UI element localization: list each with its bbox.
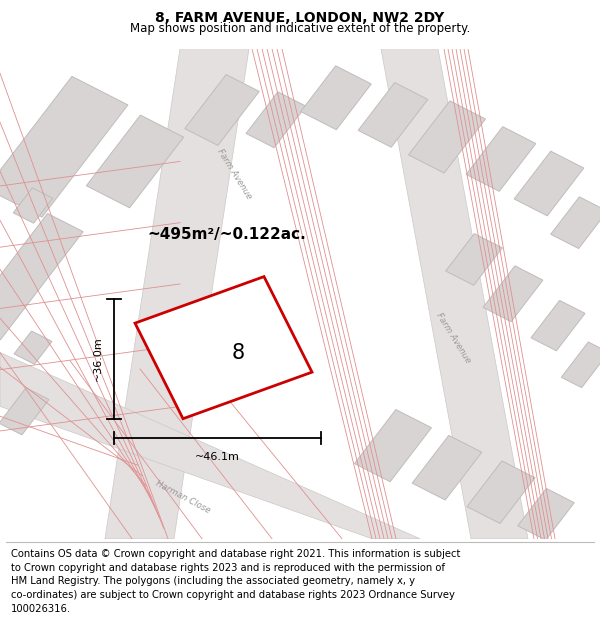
Polygon shape (135, 277, 312, 419)
Polygon shape (514, 151, 584, 216)
Polygon shape (246, 92, 306, 148)
Polygon shape (86, 115, 184, 208)
Polygon shape (0, 214, 83, 340)
Text: 8, FARM AVENUE, LONDON, NW2 2DY: 8, FARM AVENUE, LONDON, NW2 2DY (155, 11, 445, 25)
Polygon shape (185, 74, 259, 146)
Polygon shape (355, 409, 431, 482)
Polygon shape (105, 49, 249, 539)
Polygon shape (409, 101, 485, 173)
Polygon shape (0, 76, 128, 217)
Polygon shape (518, 488, 574, 540)
Text: Contains OS data © Crown copyright and database right 2021. This information is : Contains OS data © Crown copyright and d… (11, 549, 460, 614)
Polygon shape (14, 331, 52, 364)
Text: ~46.1m: ~46.1m (195, 452, 240, 462)
Text: Harman Close: Harman Close (154, 479, 212, 515)
Polygon shape (358, 82, 428, 148)
Text: Farm Avenue: Farm Avenue (215, 147, 253, 201)
Polygon shape (13, 188, 53, 223)
Polygon shape (0, 388, 49, 435)
Polygon shape (301, 66, 371, 130)
Polygon shape (483, 266, 543, 322)
Polygon shape (0, 352, 420, 539)
Polygon shape (446, 234, 502, 285)
Text: Farm Avenue: Farm Avenue (434, 311, 472, 364)
Polygon shape (562, 342, 600, 388)
Polygon shape (467, 461, 535, 524)
Polygon shape (466, 127, 536, 191)
Text: Map shows position and indicative extent of the property.: Map shows position and indicative extent… (130, 22, 470, 35)
Text: ~36.0m: ~36.0m (93, 336, 103, 381)
Polygon shape (412, 436, 482, 500)
Polygon shape (531, 301, 585, 351)
Polygon shape (381, 49, 528, 539)
Polygon shape (551, 197, 600, 249)
Text: ~495m²/~0.122ac.: ~495m²/~0.122ac. (147, 228, 306, 242)
Text: 8: 8 (232, 342, 245, 362)
